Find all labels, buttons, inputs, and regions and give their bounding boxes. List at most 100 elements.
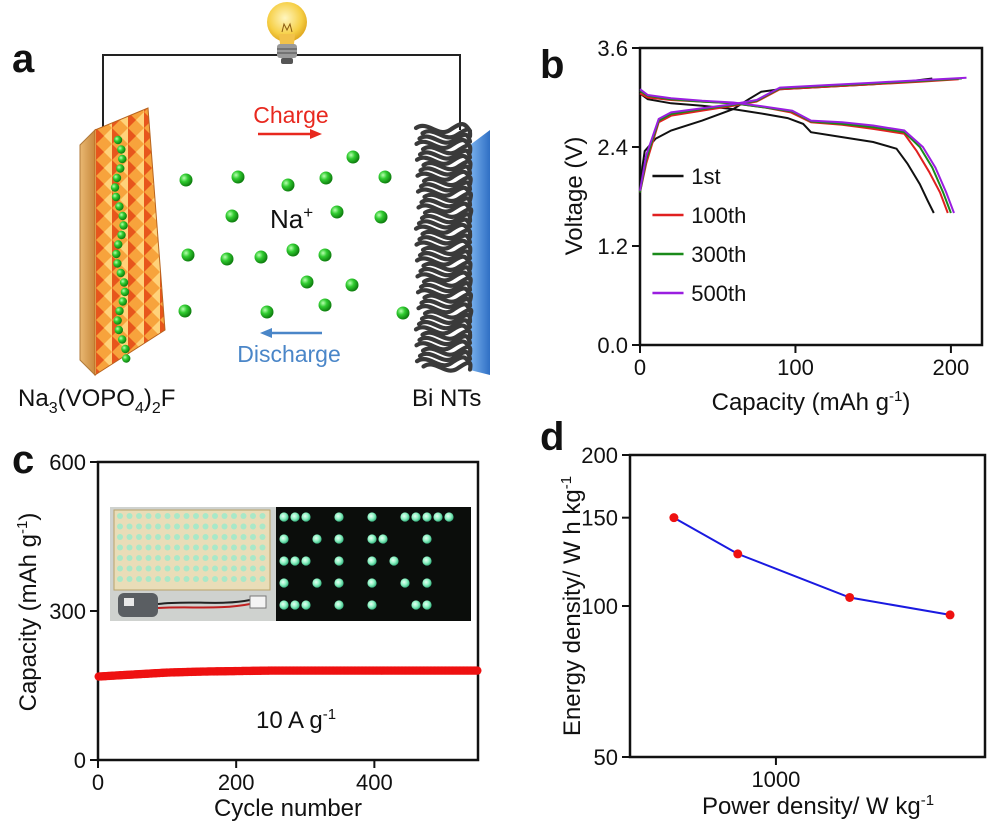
cathode-sodium-site xyxy=(117,230,126,240)
led xyxy=(259,565,266,572)
y-tick-label: 0.0 xyxy=(597,333,628,358)
led xyxy=(174,534,180,540)
cathode-electrode xyxy=(79,107,166,377)
led-dot xyxy=(279,556,289,566)
led xyxy=(145,544,152,551)
sodium-ion xyxy=(378,170,392,184)
led-dot xyxy=(312,534,322,544)
cathode-sodium-site xyxy=(117,335,127,344)
led xyxy=(183,576,190,582)
y-tick-label: 3.6 xyxy=(597,36,628,61)
chart-c-ylabel: Capacity (mAh g-1) xyxy=(14,513,42,712)
led-dot xyxy=(422,512,432,522)
led xyxy=(240,544,247,551)
led xyxy=(136,565,142,572)
chart-d-xlabel: Power density/ W kg-1 xyxy=(702,792,934,820)
x-tick-label: 0 xyxy=(92,770,104,795)
led xyxy=(212,565,218,572)
led-dot xyxy=(334,512,344,522)
led-dot xyxy=(279,512,289,522)
bi-nanotube xyxy=(421,360,473,373)
panel-label-b: b xyxy=(540,43,564,87)
bi-nanotubes xyxy=(413,122,474,373)
sodium-ion xyxy=(260,305,274,319)
sodium-ion xyxy=(225,209,239,223)
led xyxy=(183,565,190,572)
led xyxy=(164,513,171,519)
sodium-ion xyxy=(374,210,388,224)
led xyxy=(250,576,256,582)
led xyxy=(174,565,180,572)
bi-nanotube xyxy=(414,254,473,267)
bi-nanotube xyxy=(421,159,473,172)
led xyxy=(193,544,199,551)
cathode-sodium-site xyxy=(116,164,125,173)
chart-b-ticks: 0 100 200 0.0 1.2 2.4 3.6 xyxy=(597,36,969,380)
led-dot xyxy=(378,534,388,544)
led xyxy=(174,555,180,561)
anode-label: Bi NTs xyxy=(412,385,481,412)
led xyxy=(221,576,228,582)
bi-nanotube xyxy=(422,291,474,304)
led xyxy=(202,555,209,561)
led xyxy=(183,513,190,519)
chart-b-xlabel: Capacity (mAh g-1) xyxy=(712,388,911,416)
led-dot xyxy=(422,556,432,566)
sodium-ion xyxy=(318,298,332,312)
y-tick-label: 300 xyxy=(49,599,86,624)
sodium-ion xyxy=(396,306,410,320)
charge-arrow-head xyxy=(310,129,322,139)
led-dot xyxy=(279,534,289,544)
led xyxy=(259,513,266,519)
led xyxy=(164,565,171,572)
led xyxy=(202,576,209,582)
inset-photo xyxy=(110,507,471,621)
bi-nanotube xyxy=(418,281,473,294)
bi-nanotube xyxy=(417,132,473,145)
x-tick-label: 0 xyxy=(634,355,646,380)
panel-c: c 0 200 400 0 300 600 10 A g-1 Cycle number C… xyxy=(12,438,482,822)
led xyxy=(155,544,161,551)
cathode-sodium-site xyxy=(118,211,127,221)
cathode-sodium-site xyxy=(112,249,121,259)
led-board xyxy=(113,509,271,591)
chart-d-frame xyxy=(628,453,987,759)
bi-nanotube xyxy=(421,175,473,188)
cathode-sodium-site xyxy=(114,240,123,249)
chart-b-series xyxy=(639,76,967,214)
bi-nanotube xyxy=(422,307,474,320)
led xyxy=(250,565,256,572)
led xyxy=(240,534,247,540)
led xyxy=(155,576,161,582)
led xyxy=(183,523,190,530)
cathode-sodium-site xyxy=(116,268,125,278)
bi-nanotube xyxy=(420,127,473,140)
led xyxy=(221,523,228,530)
panel-a: a Charge Discharge xyxy=(12,2,490,417)
led xyxy=(126,565,133,572)
discharge-label: Discharge xyxy=(237,341,341,367)
y-tick-label: 2.4 xyxy=(597,135,628,160)
bi-nanotube xyxy=(420,344,473,357)
panel-label-d: d xyxy=(540,415,564,459)
led xyxy=(126,544,133,551)
led-dot xyxy=(334,600,344,610)
cathode-sodium-site xyxy=(122,354,131,363)
chart-c-xlabel: Cycle number xyxy=(214,795,362,822)
led xyxy=(126,513,133,519)
cathode-sodium-site xyxy=(121,344,130,354)
led xyxy=(250,555,256,561)
sodium-ion xyxy=(231,170,245,184)
y-tick-label: 150 xyxy=(581,506,618,531)
bi-nanotube xyxy=(415,270,473,283)
led xyxy=(193,513,199,519)
bi-nanotube xyxy=(414,238,473,251)
bi-nanotube xyxy=(415,185,473,198)
led-dot xyxy=(422,578,432,588)
led xyxy=(193,555,199,561)
sodium-ion xyxy=(286,243,300,257)
panel-label-a: a xyxy=(12,37,35,81)
y-tick-label: 600 xyxy=(49,450,86,475)
cathode-sodium-site xyxy=(113,316,122,325)
led xyxy=(193,534,199,540)
